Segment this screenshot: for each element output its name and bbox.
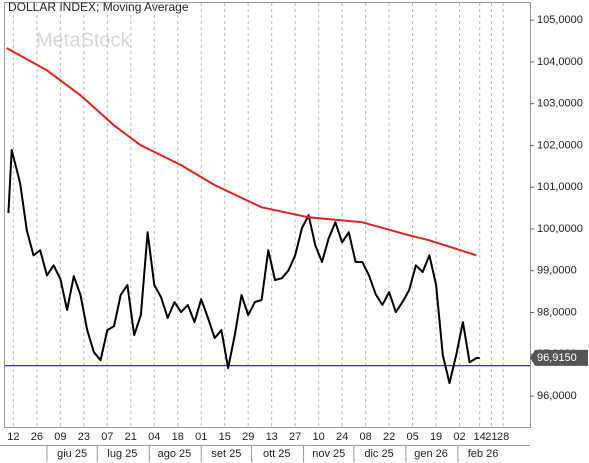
x-tick-label: 05 <box>406 431 418 443</box>
month-label: dic 25 <box>364 448 393 460</box>
x-tick-label: 13 <box>266 431 278 443</box>
y-tick-label: 98,0000 <box>537 306 577 318</box>
x-tick-label: 28 <box>497 431 509 443</box>
x-tick-label: 23 <box>78 431 90 443</box>
month-label: nov 25 <box>312 448 345 460</box>
month-label: feb 26 <box>468 448 499 460</box>
month-label: ott 25 <box>263 448 291 460</box>
price-tag-label: 96,9150 <box>537 352 577 364</box>
y-tick-label: 100,0000 <box>537 223 583 235</box>
x-tick-label: 22 <box>383 431 395 443</box>
x-tick-label: 26 <box>31 431 43 443</box>
y-tick-label: 103,0000 <box>537 98 583 110</box>
x-tick-label: 04 <box>148 431 160 443</box>
x-tick-label: 07 <box>101 431 113 443</box>
y-tick-label: 105,0000 <box>537 14 583 26</box>
x-tick-label: 21 <box>125 431 137 443</box>
series-line <box>7 149 480 385</box>
x-tick-label: 29 <box>242 431 254 443</box>
x-tick-label: 10 <box>313 431 325 443</box>
x-tick-label: 27 <box>289 431 301 443</box>
y-tick-label: 99,0000 <box>537 265 577 277</box>
y-tick-label: 96,0000 <box>537 390 577 402</box>
y-tick-label: 101,0000 <box>537 181 583 193</box>
x-tick-label: 12 <box>7 431 19 443</box>
x-tick-label: 14 <box>474 431 486 443</box>
x-tick-label: 19 <box>430 431 442 443</box>
month-label: set 25 <box>211 448 241 460</box>
y-tick-label: 102,0000 <box>537 139 583 151</box>
series-line <box>6 47 477 257</box>
month-label: ago 25 <box>158 448 192 460</box>
price-tag <box>530 349 588 366</box>
x-tick-label: 18 <box>172 431 184 443</box>
x-tick-label: 02 <box>453 431 465 443</box>
y-tick-label: 104,0000 <box>537 56 583 68</box>
x-tick-label: 24 <box>336 431 348 443</box>
x-tick-label: 15 <box>219 431 231 443</box>
chart-title: DOLLAR INDEX; Moving Average <box>8 0 189 14</box>
x-tick-label: 21 <box>485 431 497 443</box>
month-label: lug 25 <box>107 448 137 460</box>
month-label: giu 25 <box>57 448 87 460</box>
x-tick-label: 01 <box>195 431 207 443</box>
month-label: gen 26 <box>414 448 448 460</box>
x-tick-label: 09 <box>54 431 66 443</box>
x-tick-label: 08 <box>359 431 371 443</box>
